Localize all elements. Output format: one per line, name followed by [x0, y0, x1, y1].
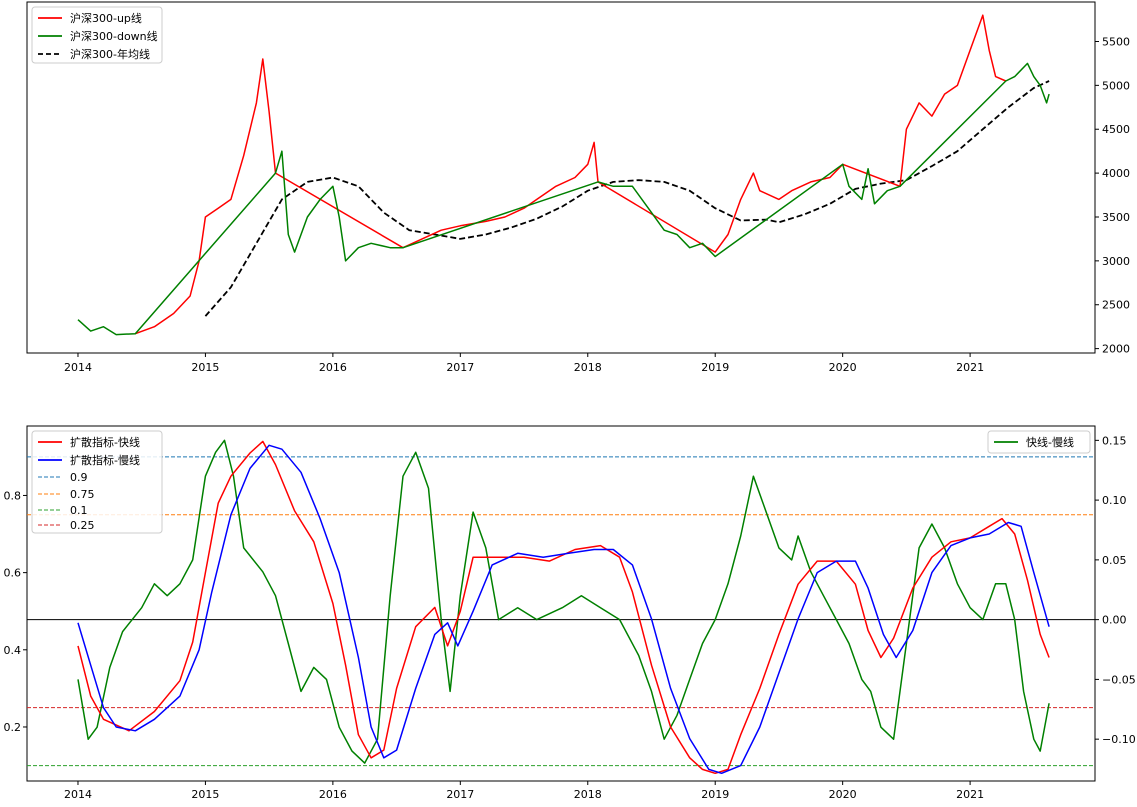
series-line-fast-minus-slow: [77, 439, 1050, 764]
top-y-tick-label: 4000: [1102, 167, 1130, 180]
bottom-right-legend: 快线-慢线: [987, 430, 1091, 454]
top-x-tick-label: 2014: [64, 361, 92, 374]
bottom-right-y-tick-label: −0.05: [1102, 673, 1136, 686]
bottom-right-legend-box: [987, 430, 1091, 454]
bottom-x-tick-label: 2021: [956, 788, 984, 801]
top-legend-box: [31, 6, 163, 64]
bottom-x-tick-label: 2019: [701, 788, 729, 801]
bottom-legend-label-slow: 扩散指标-慢线: [70, 453, 140, 467]
top-x-tick-label: 2021: [956, 361, 984, 374]
bottom-series-group: [77, 439, 1050, 775]
bottom-x-tick-label: 2018: [574, 788, 602, 801]
bottom-legend-label-0.1: 0.1: [70, 504, 88, 517]
bottom-x-tick-label: 2016: [319, 788, 347, 801]
top-plot-frame: [26, 1, 1096, 354]
top-legend: 沪深300-up线 沪深300-down线 沪深300-年均线: [31, 6, 163, 64]
top-x-axis: 2014 2015 2016 2017 2018 2019 2020 2021: [64, 353, 984, 374]
bottom-right-y-tick-label: −0.10: [1102, 733, 1136, 746]
bottom-x-tick-label: 2014: [64, 788, 92, 801]
bottom-left-y-tick-label: 0.8: [4, 489, 22, 502]
top-y-tick-label: 4500: [1102, 123, 1130, 136]
bottom-left-y-tick-label: 0.6: [4, 567, 22, 580]
top-x-tick-label: 2017: [446, 361, 474, 374]
top-x-tick-label: 2015: [191, 361, 219, 374]
series-line-diffusion-fast: [77, 440, 1050, 775]
bottom-x-axis: 2014 2015 2016 2017 2018 2019 2020 2021: [64, 781, 984, 801]
top-legend-label-down: 沪深300-down线: [70, 29, 158, 43]
bottom-right-y-tick-label: 0.00: [1102, 614, 1127, 627]
bottom-legend-label-fast: 扩散指标-快线: [70, 435, 140, 449]
bottom-legend-label-diff: 快线-慢线: [1026, 435, 1074, 449]
bottom-left-y-tick-label: 0.4: [4, 644, 22, 657]
top-y-tick-label: 3000: [1102, 255, 1130, 268]
top-y-tick-label: 2500: [1102, 299, 1130, 312]
bottom-plot-frame: [26, 425, 1096, 782]
top-x-tick-label: 2018: [574, 361, 602, 374]
bottom-x-tick-label: 2020: [829, 788, 857, 801]
top-y-tick-label: 5500: [1102, 35, 1130, 48]
bottom-reference-lines: [27, 456, 1095, 767]
top-legend-label-up: 沪深300-up线: [70, 11, 142, 25]
bottom-legend-label-0.9: 0.9: [70, 471, 88, 484]
bottom-left-legend-box: [31, 430, 163, 534]
bottom-left-y-axis: 0.2 0.4 0.6 0.8: [4, 489, 27, 734]
series-line-hs300-ma: [204, 80, 1050, 317]
top-y-tick-label: 5000: [1102, 79, 1130, 92]
bottom-left-legend: 扩散指标-快线 扩散指标-慢线 0.9 0.75 0.1 0.25: [31, 430, 163, 534]
bottom-right-y-tick-label: 0.05: [1102, 554, 1127, 567]
top-x-tick-label: 2016: [319, 361, 347, 374]
bottom-right-y-tick-label: 0.10: [1102, 494, 1127, 507]
series-line-diffusion-slow: [77, 444, 1050, 775]
bottom-x-tick-label: 2017: [446, 788, 474, 801]
bottom-x-tick-label: 2015: [191, 788, 219, 801]
bottom-right-y-axis: −0.10 −0.05 0.00 0.05 0.10 0.15: [1095, 434, 1136, 746]
top-x-tick-label: 2020: [829, 361, 857, 374]
bottom-legend-label-0.75: 0.75: [70, 488, 95, 501]
top-series-group: [77, 14, 1050, 336]
top-x-tick-label: 2019: [701, 361, 729, 374]
top-right-y-axis: 2000 2500 3000 3500 4000 4500 5000 5500: [1095, 35, 1130, 356]
bottom-legend-label-0.25: 0.25: [70, 519, 95, 532]
bottom-left-y-tick-label: 0.2: [4, 721, 22, 734]
top-y-tick-label: 3500: [1102, 211, 1130, 224]
top-y-tick-label: 2000: [1102, 343, 1130, 356]
series-line-hs300-up: [135, 14, 1007, 335]
top-legend-label-ma: 沪深300-年均线: [70, 47, 150, 61]
bottom-right-y-tick-label: 0.15: [1102, 434, 1127, 447]
series-line-hs300-down: [77, 62, 1050, 336]
